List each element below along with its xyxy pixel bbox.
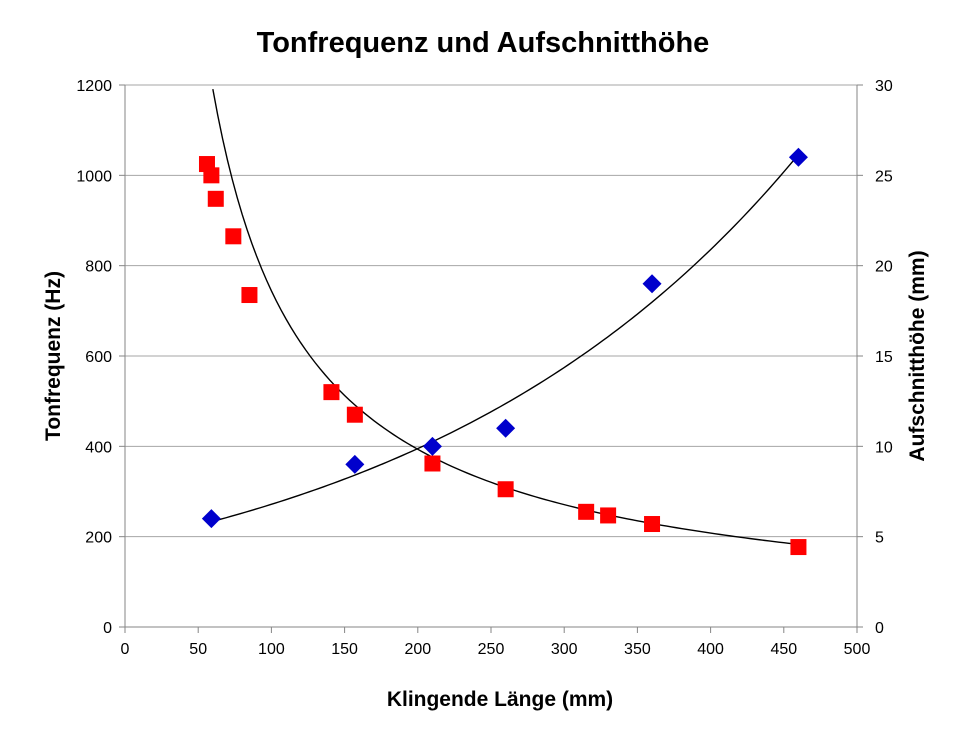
y-tick-label: 1000 [76,168,112,185]
y-tick-label: 0 [103,620,112,637]
cut-height-point [422,436,442,456]
x-tick-label: 500 [844,641,871,658]
y2-tick-label: 15 [875,349,893,366]
y2-tick-label: 30 [875,78,893,95]
cut-height-point [788,147,808,167]
frequency-point [424,455,441,472]
frequency-point [203,167,220,184]
x-tick-label: 150 [331,641,358,658]
y-tick-label: 600 [85,349,112,366]
y-tick-label: 200 [85,530,112,547]
frequency-point [323,384,340,401]
x-axis-title: Klingende Länge (mm) [387,688,613,711]
y2-tick-label: 0 [875,620,884,637]
cut-height-point [201,509,221,529]
x-tick-label: 100 [258,641,285,658]
frequency-point [578,503,595,520]
x-tick-label: 50 [189,641,207,658]
y2-tick-label: 25 [875,168,893,185]
frequency-point [225,228,242,245]
frequency-point [644,516,661,533]
axes [119,84,863,633]
frequency-point [346,406,363,423]
y2-tick-label: 20 [875,259,893,276]
tick-labels: 0 50 100 150 200 250 300 350 400 450 5000200400600… [76,78,892,658]
y-tick-label: 400 [85,439,112,456]
frequency-point [790,539,807,556]
data-points [198,147,808,556]
x-tick-label: 200 [404,641,431,658]
trendline-cut-height [211,154,799,523]
frequency-point [207,190,224,207]
y2-tick-label: 10 [875,439,893,456]
x-tick-label: 450 [770,641,797,658]
y-tick-label: 800 [85,259,112,276]
frequency-point [600,507,617,524]
x-tick-label: 250 [478,641,505,658]
frequency-point [497,481,514,498]
cut-height-point [496,418,516,438]
y-tick-label: 1200 [76,78,112,95]
chart-title: Tonfrequenz und Aufschnitthöhe [257,27,710,59]
x-tick-label: 300 [551,641,578,658]
cut-height-point [642,274,662,294]
frequency-point [241,287,258,304]
trendline-frequency [212,88,799,546]
x-tick-label: 400 [697,641,724,658]
gridlines [125,84,857,538]
x-tick-label: 350 [624,641,651,658]
y2-tick-label: 5 [875,530,884,547]
x-tick-label: 0 [121,641,130,658]
trendlines [211,88,799,546]
cut-height-point [345,454,365,474]
y-axis-title: Tonfrequenz (Hz) [42,271,65,441]
y2-axis-title: Aufschnitthöhe (mm) [906,250,929,461]
